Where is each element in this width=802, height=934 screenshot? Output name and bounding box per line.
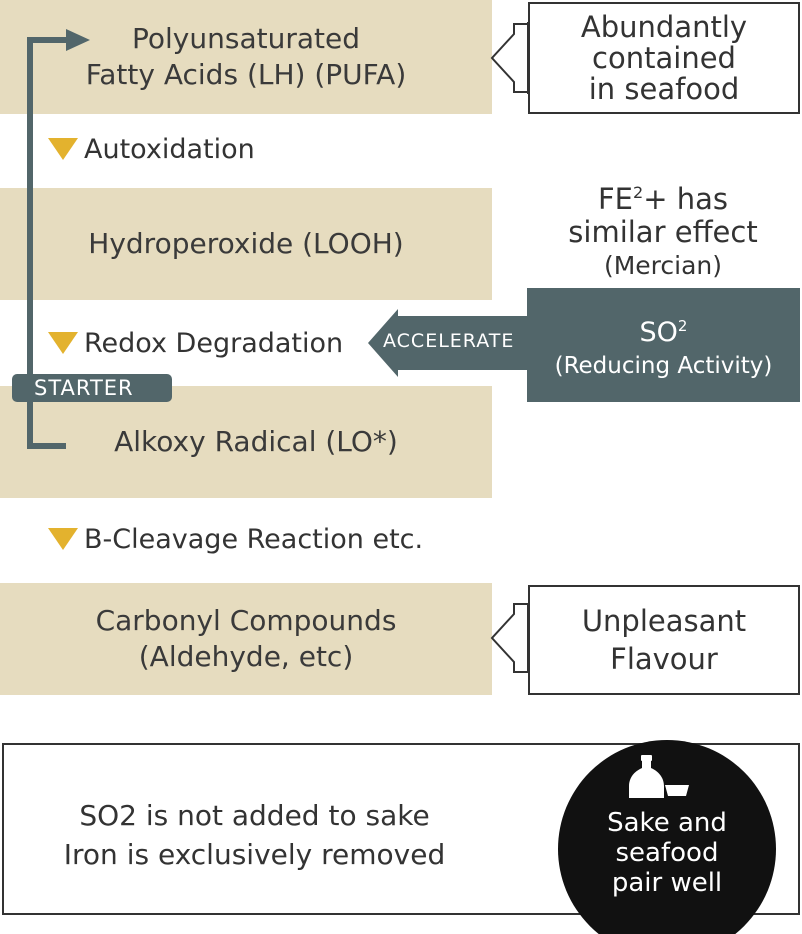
step-cleavage-label: B-Cleavage Reaction etc. bbox=[84, 523, 424, 555]
seafood-callout-line1: Abundantly bbox=[580, 9, 748, 44]
so2-base: SO bbox=[639, 316, 678, 348]
step-autoxidation: Autoxidation bbox=[48, 132, 255, 166]
step-cleavage: B-Cleavage Reaction etc. bbox=[48, 522, 423, 556]
hydroperoxide-label: Hydroperoxide (LOOH) bbox=[88, 227, 404, 260]
so2-box: SO2 (Reducing Activity) bbox=[527, 288, 800, 402]
triangle-down-icon bbox=[48, 332, 78, 354]
pufa-box: Polyunsaturated Fatty Acids (LH) (PUFA) bbox=[0, 0, 492, 114]
carbonyl-label-line2: (Aldehyde, etc) bbox=[138, 640, 354, 673]
so2-superscript: 2 bbox=[677, 316, 688, 335]
pairing-line2: seafood bbox=[615, 838, 719, 868]
alkoxy-radical-box: Alkoxy Radical (LO*) bbox=[0, 386, 492, 498]
fe-note: FE2+ has similar effect (Mercian) bbox=[527, 176, 799, 282]
step-redox-label: Redox Degradation bbox=[84, 327, 344, 359]
seafood-callout-line2: contained bbox=[592, 40, 736, 75]
flavour-callout: Unpleasant Flavour bbox=[528, 585, 800, 695]
starter-loop-arrowhead bbox=[66, 29, 90, 51]
seafood-callout: Abundantly contained in seafood bbox=[528, 2, 800, 114]
triangle-down-icon bbox=[48, 138, 78, 160]
alkoxy-radical-label: Alkoxy Radical (LO*) bbox=[114, 425, 398, 458]
pairing-line3: pair well bbox=[611, 868, 723, 898]
hydroperoxide-box: Hydroperoxide (LOOH) bbox=[0, 188, 492, 300]
fe-note-line2: similar effect bbox=[568, 215, 758, 249]
pufa-label-line2: Fatty Acids (LH) (PUFA) bbox=[85, 58, 407, 91]
carbonyl-box: Carbonyl Compounds (Aldehyde, etc) bbox=[0, 583, 492, 695]
starter-badge: STARTER bbox=[12, 374, 172, 402]
fe-note-line3: (Mercian) bbox=[603, 251, 723, 280]
so2-reducing-activity: (Reducing Activity) bbox=[554, 352, 773, 379]
triangle-down-icon bbox=[48, 528, 78, 550]
step-autoxidation-label: Autoxidation bbox=[84, 133, 255, 165]
sake-cup-icon bbox=[665, 785, 689, 796]
accelerate-label: ACCELERATE bbox=[383, 330, 515, 352]
conclusion-line1: SO2 is not added to sake bbox=[79, 799, 430, 832]
sake-bottle-icon bbox=[629, 755, 664, 798]
conclusion-line2: Iron is exclusively removed bbox=[63, 838, 446, 871]
pairing-line1: Sake and bbox=[607, 808, 727, 838]
pairing-circle bbox=[558, 740, 776, 934]
flavour-callout-line1: Unpleasant bbox=[581, 604, 747, 638]
flavour-callout-line2: Flavour bbox=[610, 642, 718, 676]
carbonyl-label-line1: Carbonyl Compounds bbox=[95, 604, 397, 637]
fe-note-rest: + has bbox=[643, 182, 728, 216]
accelerate-arrow bbox=[368, 309, 527, 377]
conclusion-text: SO2 is not added to sake Iron is exclusi… bbox=[2, 796, 507, 874]
seafood-callout-line3: in seafood bbox=[588, 71, 740, 106]
seafood-arrow bbox=[490, 22, 529, 94]
fe-note-base: FE bbox=[598, 182, 634, 216]
fe-note-superscript: 2 bbox=[633, 183, 644, 202]
pairing-text: Sake and seafood pair well bbox=[558, 808, 776, 898]
flavour-arrow bbox=[490, 603, 529, 673]
step-redox: Redox Degradation bbox=[48, 326, 343, 360]
pufa-label-line1: Polyunsaturated bbox=[132, 22, 360, 55]
starter-loop-line bbox=[27, 37, 70, 449]
